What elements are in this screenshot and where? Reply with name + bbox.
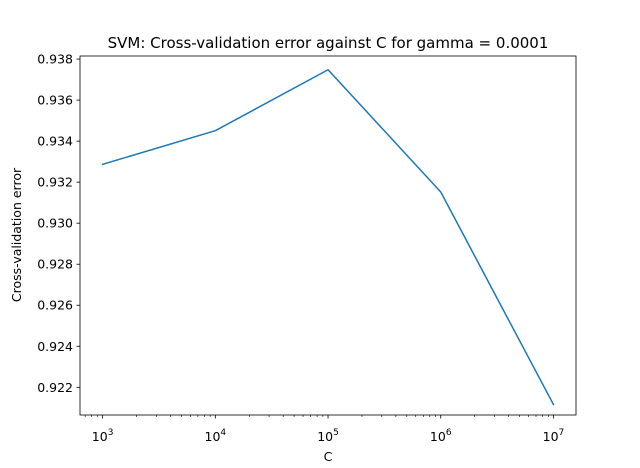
x-tick-label: 103: [92, 428, 114, 444]
x-tick-label: 104: [205, 428, 227, 444]
plot-frame: [79, 55, 577, 416]
y-tick-label: 0.936: [37, 93, 73, 108]
y-tick-label: 0.930: [37, 216, 73, 231]
series-line: [101, 68, 555, 406]
x-tick-label: 107: [543, 428, 565, 444]
y-axis-ticks: 0.922 0.924 0.926 0.928 0.930 0.932 0.934 0.936…: [37, 52, 80, 395]
x-tick-label: 106: [430, 428, 452, 444]
y-axis-label: Cross-validation error: [9, 167, 24, 302]
y-tick-label: 0.928: [37, 257, 73, 272]
y-tick-label: 0.924: [37, 339, 73, 354]
y-tick-label: 0.932: [37, 175, 73, 190]
chart-title: SVM: Cross-validation error against C fo…: [108, 34, 549, 52]
x-tick-label: 105: [317, 428, 339, 444]
x-axis-ticks: 103 104 105 106 107: [84, 415, 565, 444]
y-tick-label: 0.922: [37, 380, 73, 395]
y-tick-label: 0.938: [37, 52, 73, 67]
y-tick-label: 0.934: [37, 134, 73, 149]
y-tick-label: 0.926: [37, 298, 73, 313]
x-axis-label: C: [324, 449, 333, 464]
